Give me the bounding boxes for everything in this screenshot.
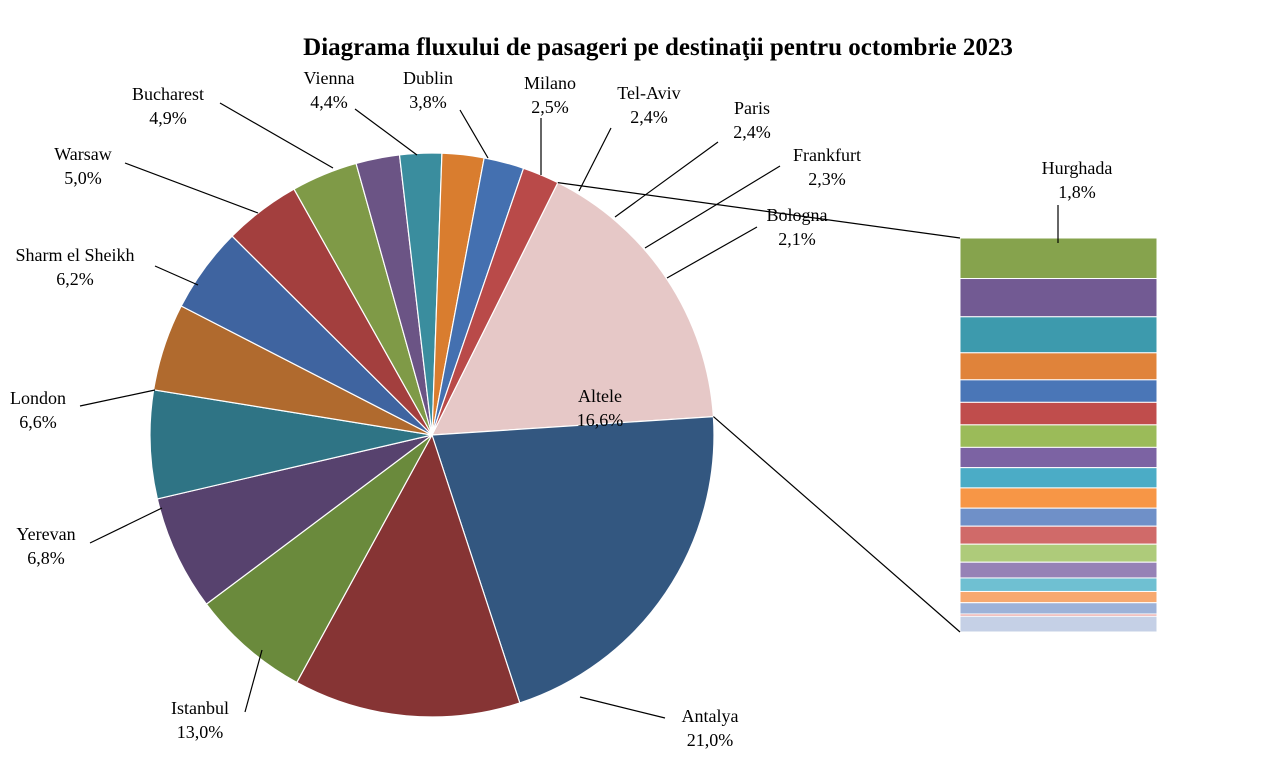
slice-label-bucharest: Bucharest <box>132 84 204 104</box>
slice-value-bucharest: 4,9% <box>149 108 187 128</box>
slice-label-frankfurt: Frankfurt <box>793 145 861 165</box>
bar-segment <box>959 352 1158 381</box>
leader-antalya <box>579 696 666 719</box>
pie-slices <box>149 152 715 718</box>
leader-tel-aviv <box>578 127 612 192</box>
slice-value-altele: 16,6% <box>577 410 624 430</box>
connector-bottom <box>713 416 961 633</box>
slice-labels: Altele 16,6% Antalya 21,0% Istanbul 13,0% Yere… <box>10 68 861 750</box>
leader-vienna <box>354 108 418 156</box>
leader-frankfurt <box>644 165 781 249</box>
bar-segment <box>959 577 1158 592</box>
slice-yerevan <box>205 434 433 684</box>
bar-segment <box>959 615 1158 633</box>
slice-value-antalya: 21,0% <box>687 730 734 750</box>
bar-segment <box>959 467 1158 489</box>
leader-dublin <box>459 109 489 159</box>
leader-bucharest <box>219 102 334 169</box>
leader-lines <box>79 102 781 719</box>
slice-label-istanbul: Istanbul <box>171 698 229 718</box>
slice-label-paris: Paris <box>734 98 770 118</box>
leader-paris <box>614 141 719 218</box>
bar-segment <box>959 543 1158 563</box>
slice-value-dublin: 3,8% <box>409 92 447 112</box>
bar-segment <box>959 401 1158 426</box>
slice-label-yerevan: Yerevan <box>16 524 75 544</box>
slice-label-antalya: Antalya <box>682 706 739 726</box>
bar-segment <box>959 237 1158 280</box>
slice-value-tel-aviv: 2,4% <box>630 107 668 127</box>
connector-top <box>557 182 961 239</box>
bar-segment <box>959 379 1158 403</box>
slice-value-paris: 2,4% <box>733 122 771 142</box>
bar-segment <box>959 446 1158 469</box>
bar-segment <box>959 316 1158 354</box>
leader-bologna <box>666 226 758 279</box>
leader-warsaw <box>124 162 259 214</box>
slice-label-tel-aviv: Tel-Aviv <box>617 83 680 103</box>
slice-label-milano: Milano <box>524 73 576 93</box>
slice-altele <box>430 181 715 436</box>
slice-label-london: London <box>10 388 66 408</box>
slice-value-vienna: 4,4% <box>310 92 348 112</box>
bar-label-hurghada: Hurghada <box>1042 158 1113 178</box>
leader-istanbul <box>244 649 263 713</box>
slice-label-dublin: Dublin <box>403 68 453 88</box>
slice-label-sharm-el-sheikh: Sharm el Sheikh <box>16 245 135 265</box>
slice-value-istanbul: 13,0% <box>177 722 224 742</box>
bar-value-hurghada: 1,8% <box>1058 182 1096 202</box>
slice-value-sharm-el-sheikh: 6,2% <box>56 269 94 289</box>
slice-label-altele: Altele <box>578 386 622 406</box>
bar-segment <box>959 487 1158 509</box>
slice-value-london: 6,6% <box>19 412 57 432</box>
slice-london <box>156 434 433 606</box>
slice-label-vienna: Vienna <box>304 68 355 88</box>
bar-segment <box>959 590 1158 604</box>
secondary-bar: Hurghada 1,8% <box>959 158 1158 633</box>
slice-value-bologna: 2,1% <box>778 229 816 249</box>
bar-segment <box>959 507 1158 527</box>
leader-london <box>79 389 156 407</box>
bar-segment <box>959 525 1158 545</box>
slice-value-warsaw: 5,0% <box>64 168 102 188</box>
bar-segment <box>959 424 1158 448</box>
slice-value-milano: 2,5% <box>531 97 569 117</box>
chart-title: Diagrama fluxului de pasageri pe destina… <box>303 34 1013 61</box>
leader-sharm-el-sheikh <box>154 265 199 286</box>
slice-antalya <box>431 415 715 704</box>
bar-segment <box>959 561 1158 579</box>
slice-value-yerevan: 6,8% <box>27 548 65 568</box>
leader-yerevan <box>89 507 163 544</box>
bar-segment <box>959 602 1158 615</box>
slice-istanbul <box>295 433 521 718</box>
bar-segment <box>959 278 1158 318</box>
slice-value-frankfurt: 2,3% <box>808 169 846 189</box>
pie-bar-connectors <box>557 182 961 633</box>
slice-label-warsaw: Warsaw <box>54 144 112 164</box>
